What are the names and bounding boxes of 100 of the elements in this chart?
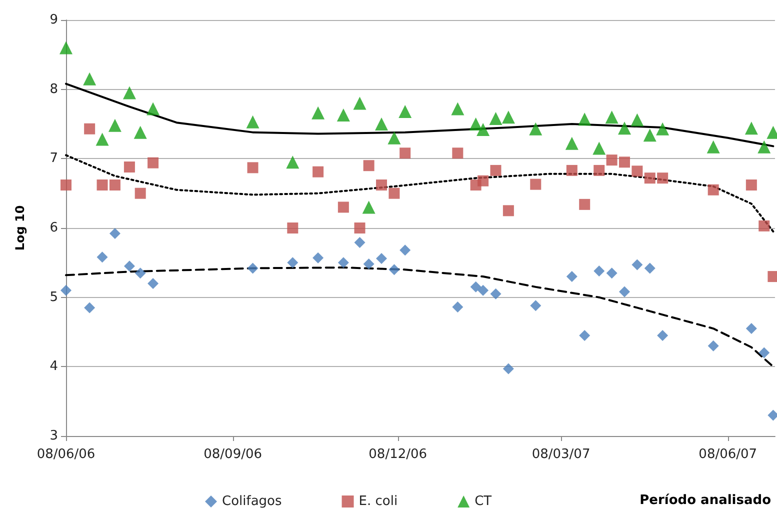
point (579, 198, 590, 210)
point (84, 123, 96, 134)
x-tick-label: 08/03/07 (532, 447, 590, 462)
y-tick-label: 4 (50, 359, 58, 374)
point (452, 302, 464, 313)
point (530, 300, 542, 312)
point (60, 180, 72, 191)
point (362, 200, 376, 214)
point (644, 172, 656, 184)
point (363, 258, 374, 270)
point (592, 142, 606, 155)
point (124, 260, 135, 272)
point (502, 363, 514, 374)
y-axis-title: Log 10 (13, 205, 27, 251)
point (656, 122, 670, 136)
point (312, 252, 324, 264)
point (618, 286, 630, 298)
point (657, 172, 668, 184)
point (478, 175, 489, 186)
point (706, 140, 720, 154)
y-tick-label: 6 (50, 220, 58, 236)
point (124, 161, 135, 172)
point (287, 222, 298, 234)
point (83, 72, 96, 86)
point (247, 262, 258, 274)
point (388, 188, 400, 199)
point (109, 180, 120, 191)
point (134, 268, 146, 279)
y-tick-label: 3 (50, 428, 58, 444)
point (338, 202, 349, 213)
point (578, 112, 592, 126)
x-tick-label: 08/06/07 (698, 447, 758, 462)
point (312, 166, 324, 178)
point (606, 154, 618, 166)
point (388, 264, 400, 276)
point (148, 157, 159, 168)
point (96, 132, 109, 146)
point (470, 281, 482, 292)
point (489, 112, 502, 125)
point (354, 237, 366, 248)
legend-label: E. coli (358, 494, 398, 509)
legend-label: CT (474, 494, 492, 509)
point (565, 136, 578, 150)
point (502, 205, 514, 216)
point (363, 160, 374, 172)
point (758, 220, 770, 232)
point (84, 302, 96, 314)
point (630, 113, 644, 126)
point (338, 257, 349, 268)
x-axis-title: Período analisado (640, 493, 772, 508)
x-tick-label: 08/06/06 (36, 447, 96, 462)
point (618, 122, 631, 135)
point (566, 164, 578, 176)
point (96, 252, 108, 263)
point (376, 180, 388, 191)
point (398, 105, 412, 118)
y-tick-label: 9 (50, 12, 58, 28)
x-tick-label: 08/12/06 (368, 447, 428, 462)
point (632, 259, 643, 270)
point (146, 102, 160, 116)
point (452, 148, 464, 159)
point (478, 284, 489, 296)
point (490, 288, 502, 300)
point (60, 284, 72, 296)
point (708, 184, 719, 196)
point (530, 178, 542, 190)
point (594, 164, 605, 176)
point (108, 118, 122, 132)
point (286, 156, 300, 169)
point (247, 162, 258, 174)
point (246, 115, 260, 128)
point (376, 253, 388, 264)
line-series (65, 154, 774, 232)
point (606, 268, 618, 279)
point (746, 323, 757, 334)
point (353, 96, 366, 110)
point (109, 228, 120, 240)
point (758, 140, 771, 154)
point (122, 86, 136, 100)
point (96, 180, 108, 191)
point (502, 110, 515, 124)
point (312, 106, 325, 120)
legend-label: Colifagos (222, 494, 282, 509)
point (451, 102, 464, 116)
y-tick-label: 5 (50, 290, 58, 305)
point (354, 222, 366, 234)
point (490, 164, 502, 176)
point (148, 278, 159, 289)
point (287, 257, 298, 268)
point (336, 108, 350, 122)
point (643, 128, 656, 142)
point (134, 126, 147, 139)
point (469, 118, 482, 130)
point (758, 347, 770, 358)
point (579, 330, 590, 341)
point (644, 262, 656, 274)
point (400, 244, 411, 256)
y-tick-label: 8 (50, 82, 58, 97)
point (618, 156, 630, 168)
point (708, 340, 719, 352)
